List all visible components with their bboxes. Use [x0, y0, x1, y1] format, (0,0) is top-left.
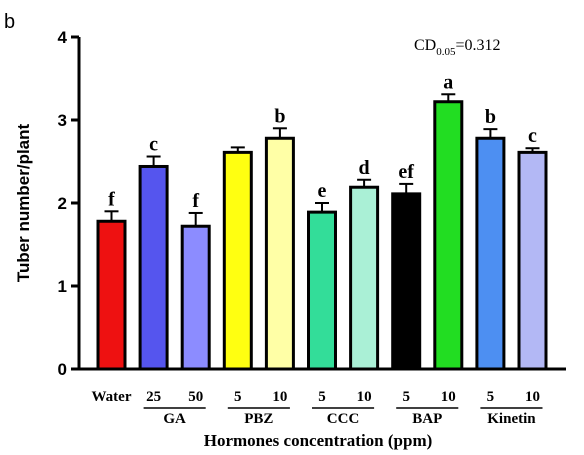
x-tick-label: 5 [402, 389, 410, 405]
significance-letter: b [274, 105, 285, 127]
panel-label: b [4, 11, 15, 33]
significance-letter: d [359, 157, 370, 179]
cd-subscript: 0.05 [436, 46, 456, 58]
bar [96, 219, 127, 371]
bar [264, 136, 295, 371]
x-tick-label: 50 [188, 389, 203, 405]
x-tick-label: Water [92, 389, 132, 405]
cd-value: =0.312 [455, 37, 500, 54]
bar [180, 224, 211, 371]
significance-letter: ef [398, 161, 414, 183]
group-label: PBZ [244, 411, 273, 427]
y-tick-label: 4 [58, 28, 68, 47]
significance-letter: e [318, 180, 327, 202]
significance-letter: a [443, 71, 453, 93]
x-tick-labels: Water 25 50 5 10 5 10 5 10 5 10 [92, 389, 540, 405]
x-tick-label: 10 [272, 389, 287, 405]
bar [307, 210, 337, 371]
group-label: Kinetin [487, 411, 536, 427]
x-tick-label: 5 [487, 389, 495, 405]
group-label: CCC [327, 411, 360, 427]
bar [433, 100, 464, 371]
x-tick-label: 10 [525, 389, 540, 405]
y-tick-label: 0 [58, 360, 67, 379]
significance-letter: c [528, 125, 537, 147]
cd-annotation: CD0.05=0.312 [414, 37, 501, 58]
bar [222, 150, 253, 371]
y-tick-label: 2 [58, 194, 67, 213]
x-tick-label: 10 [441, 389, 456, 405]
x-axis-title: Hormones concentration (ppm) [204, 431, 433, 450]
group-label: GA [163, 411, 186, 427]
y-tick-label: 1 [58, 277, 67, 296]
significance-letter: c [149, 134, 158, 156]
bars: f c f b e d ef a b c [96, 71, 548, 371]
x-tick-label: 10 [357, 389, 372, 405]
y-axis-title: Tuber number/plant [14, 123, 33, 282]
y-tick-label: 3 [58, 111, 67, 130]
bar [517, 150, 548, 371]
bar [391, 192, 422, 371]
significance-letter: f [192, 190, 199, 212]
bar [349, 185, 380, 371]
x-tick-label: 25 [146, 389, 161, 405]
significance-letter: b [485, 106, 496, 128]
x-tick-label: 5 [234, 389, 242, 405]
bar [138, 164, 169, 371]
significance-letter: f [108, 188, 115, 210]
x-tick-label: 5 [318, 389, 326, 405]
bar [475, 136, 506, 371]
cd-prefix: CD [414, 37, 436, 54]
group-labels: GA PBZ CCC BAP Kinetin [143, 407, 543, 427]
group-label: BAP [412, 411, 442, 427]
